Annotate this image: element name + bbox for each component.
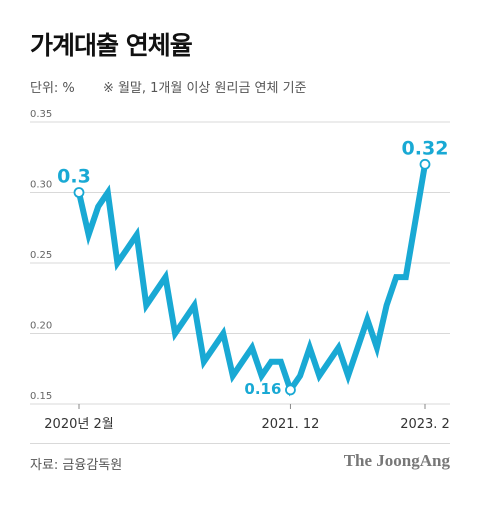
highlight-point xyxy=(285,384,296,396)
y-tick-label: 0.20 xyxy=(30,321,52,332)
series-line xyxy=(76,163,428,397)
y-tick-label: 0.15 xyxy=(30,391,52,402)
data-label: 0.32 xyxy=(402,137,449,159)
y-tick-label: 0.35 xyxy=(30,109,52,120)
highlight-point xyxy=(419,158,431,170)
y-tick-label: 0.25 xyxy=(30,250,52,261)
basis-note: ※ 월말, 1개월 이상 원리금 연체 기준 xyxy=(102,81,307,96)
footer-divider xyxy=(30,443,450,444)
x-tick-label: 2021. 12 xyxy=(261,417,319,432)
chart-title: 가계대출 연체율 xyxy=(30,31,193,60)
chart-meta: 단위: % ※ 월말, 1개월 이상 원리금 연체 기준 xyxy=(30,77,307,96)
data-label: 0.16 xyxy=(244,380,281,398)
source-label: 자료: 금융감독원 xyxy=(30,458,123,473)
data-label: 0.3 xyxy=(57,166,91,188)
highlight-point xyxy=(73,187,85,198)
unit-label: 단위: % xyxy=(30,81,75,96)
publisher-logo: The JoongAng xyxy=(343,451,450,470)
x-tick-label: 2020년 2월 xyxy=(44,417,113,432)
y-tick-label: 0.30 xyxy=(30,180,52,191)
x-tick-label: 2023. 2 xyxy=(400,417,450,432)
